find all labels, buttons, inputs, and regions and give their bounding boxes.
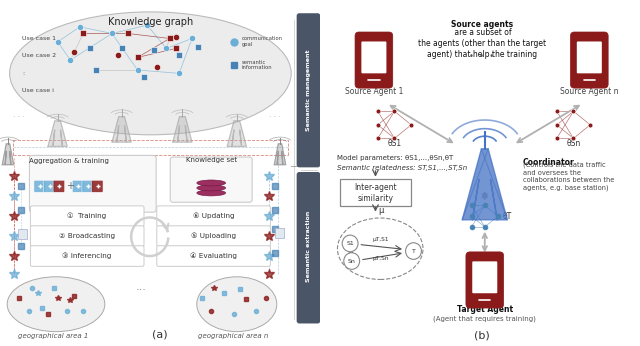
Text: ...: ... [347,248,353,254]
FancyBboxPatch shape [466,252,504,308]
FancyBboxPatch shape [297,13,321,167]
Text: (Controls the data traffic
and oversees the
collaborations between the
agents, e: (Controls the data traffic and oversees … [523,162,614,191]
Text: ④ Evaluating: ④ Evaluating [190,253,237,259]
Polygon shape [3,144,14,165]
FancyBboxPatch shape [157,226,270,246]
Text: Target Agent: Target Agent [457,305,513,314]
Text: Use case 2: Use case 2 [22,53,56,58]
Text: ...: ... [136,282,146,292]
FancyBboxPatch shape [275,228,284,238]
FancyBboxPatch shape [72,180,84,192]
Polygon shape [227,121,246,146]
Text: are a subset of
the agents (other than the target
agent) that help the training: are a subset of the agents (other than t… [417,28,546,59]
Text: Use case 1: Use case 1 [22,36,56,41]
Text: ② Broadcasting: ② Broadcasting [59,233,115,239]
Text: θS1: θS1 [387,139,401,148]
Ellipse shape [197,190,226,196]
Text: ⑤ Uploading: ⑤ Uploading [191,233,236,239]
Text: Inter-agent
similarity: Inter-agent similarity [354,183,397,203]
FancyBboxPatch shape [31,206,144,227]
FancyBboxPatch shape [82,180,93,192]
Text: μ: μ [379,206,384,215]
Ellipse shape [7,277,105,331]
FancyBboxPatch shape [297,172,321,324]
Text: Model parameters: θS1,...,θSn,θT: Model parameters: θS1,...,θSn,θT [337,155,454,161]
Text: ⑥ Updating: ⑥ Updating [193,213,234,219]
FancyBboxPatch shape [34,180,45,192]
Text: θSn: θSn [566,139,580,148]
FancyBboxPatch shape [355,32,393,88]
Polygon shape [275,144,285,165]
FancyBboxPatch shape [570,32,608,88]
FancyBboxPatch shape [29,155,156,212]
Ellipse shape [10,12,291,135]
Polygon shape [173,117,192,142]
FancyBboxPatch shape [472,261,497,293]
Text: :: : [22,71,24,75]
FancyBboxPatch shape [44,180,55,192]
Text: (a): (a) [152,329,168,339]
Text: Source agents: Source agents [451,20,513,29]
FancyBboxPatch shape [31,226,144,246]
Polygon shape [48,121,67,146]
FancyBboxPatch shape [362,42,387,73]
Text: T: T [412,248,415,254]
FancyBboxPatch shape [170,157,252,202]
Text: Semantic management: Semantic management [306,49,311,131]
FancyBboxPatch shape [53,180,65,192]
Text: (b): (b) [474,330,490,340]
FancyBboxPatch shape [157,246,270,266]
FancyBboxPatch shape [92,180,103,192]
Circle shape [406,243,421,260]
Polygon shape [462,149,508,220]
Text: communication
goal: communication goal [242,36,283,47]
Text: Coordinator: Coordinator [523,158,575,167]
Text: Sn: Sn [348,258,356,264]
Text: •  •  •: • • • [469,52,494,61]
Ellipse shape [197,180,226,186]
Text: ①  Training: ① Training [67,213,107,219]
Text: μT,S1: μT,S1 [372,237,389,243]
Text: geographical area 1: geographical area 1 [18,334,88,339]
Text: . . .: . . . [13,110,25,119]
Text: Knowledge graph: Knowledge graph [108,17,193,27]
Ellipse shape [197,185,226,191]
Polygon shape [112,117,131,142]
Text: Semantic extraction: Semantic extraction [306,211,311,282]
FancyBboxPatch shape [157,206,270,227]
Ellipse shape [197,277,277,331]
Text: S1: S1 [346,241,354,246]
FancyBboxPatch shape [340,179,412,206]
Text: (Agent that requires training): (Agent that requires training) [433,316,536,322]
Text: +: + [66,181,74,191]
Text: geographical area n: geographical area n [198,334,269,339]
Text: Use case i: Use case i [22,88,54,93]
Text: μT,Sn: μT,Sn [372,256,389,261]
Text: Aggregation & training: Aggregation & training [29,158,109,164]
Text: Source Agent n: Source Agent n [560,87,619,96]
Circle shape [342,235,358,252]
FancyBboxPatch shape [31,246,144,266]
Text: Source Agent 1: Source Agent 1 [345,87,403,96]
Text: Knowledge set: Knowledge set [186,157,237,163]
Text: . . .: . . . [269,110,281,119]
Text: ③ Inferencing: ③ Inferencing [62,253,112,259]
Text: Semantic relatedness: ST,S1,...,ST,Sn: Semantic relatedness: ST,S1,...,ST,Sn [337,165,468,171]
Text: semantic
information: semantic information [242,60,272,71]
Ellipse shape [337,218,423,280]
Text: θT: θT [502,212,511,221]
Circle shape [344,253,360,269]
FancyBboxPatch shape [18,229,27,239]
FancyBboxPatch shape [577,42,602,73]
